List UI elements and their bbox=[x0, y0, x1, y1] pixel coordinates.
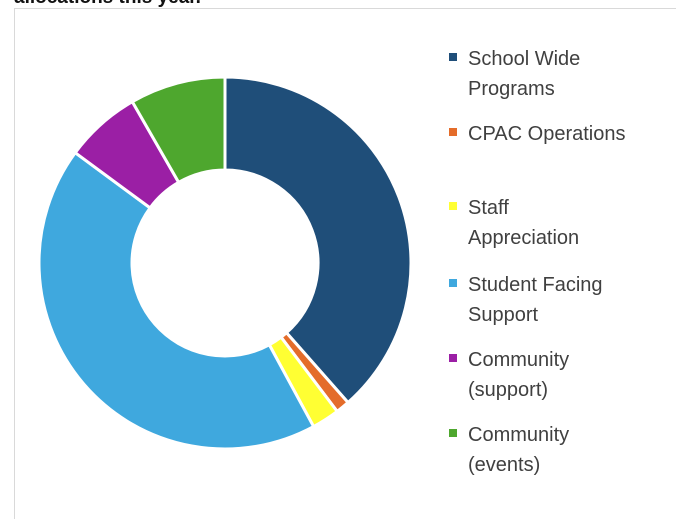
legend-label: Community (support) bbox=[468, 349, 570, 401]
legend-swatch-icon bbox=[449, 53, 457, 61]
legend-item-student-facing-support: Student Facing Support bbox=[449, 270, 663, 330]
legend-item-school-wide-programs: School Wide Programs bbox=[449, 44, 663, 104]
legend-swatch-icon bbox=[449, 202, 457, 210]
legend-item-cpac-operations: CPAC Operations bbox=[449, 119, 663, 149]
donut-chart bbox=[37, 75, 413, 451]
legend-swatch-icon bbox=[449, 429, 457, 437]
legend-label: Student Facing Support bbox=[468, 274, 603, 326]
legend-label: School Wide Programs bbox=[468, 48, 581, 100]
legend-swatch-icon bbox=[449, 354, 457, 362]
legend-swatch-icon bbox=[449, 128, 457, 136]
donut-slice-school-wide-programs bbox=[223, 75, 413, 405]
legend-label: Staff Appreciation bbox=[468, 197, 580, 249]
page-title: allocations this year. bbox=[14, 0, 201, 9]
legend-item-community-support: Community (support) bbox=[449, 345, 663, 405]
legend-swatch-icon bbox=[449, 279, 457, 287]
legend-item-community-events: Community (events) bbox=[449, 420, 663, 480]
legend-label: CPAC Operations bbox=[468, 123, 626, 145]
legend-label: Community (events) bbox=[468, 424, 570, 476]
legend-item-staff-appreciation: Staff Appreciation bbox=[449, 193, 663, 253]
donut-slice-community-events bbox=[130, 75, 227, 185]
donut-slice-student-facing-support bbox=[37, 150, 316, 451]
